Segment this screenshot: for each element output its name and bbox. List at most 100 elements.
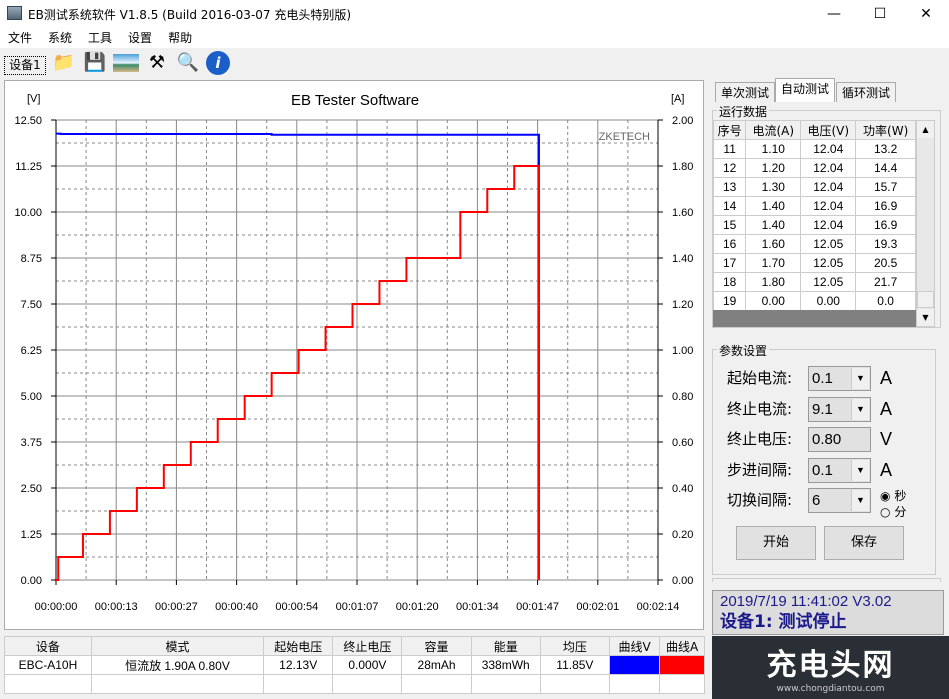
scroll-up-icon[interactable]: ▲ <box>917 121 934 138</box>
table-cell: 0.00 <box>800 291 857 311</box>
radio-seconds[interactable]: ◉ 秒 <box>880 487 906 504</box>
chart-panel: EB Tester Software [V] [A] 0.00 0.00 1.25 0.20… <box>4 80 704 630</box>
y-left-tick-label: 2.50 <box>21 483 42 495</box>
y-right-tick-label: 1.40 <box>672 253 693 265</box>
params-title: 参数设置 <box>717 342 770 359</box>
run-data-table: 序号 电流(A) 电压(V) 功率(W) 11 1.10 12.04 13.2 12 1.20 12… <box>712 120 916 311</box>
menu-help[interactable]: 帮助 <box>168 31 193 45</box>
table-scrollbar[interactable]: ▲ ▼ <box>916 120 935 327</box>
x-tick-label: 00:00:27 <box>155 601 198 613</box>
x-tick-label: 00:01:20 <box>396 601 439 613</box>
column-header[interactable]: 功率(W) <box>855 120 916 140</box>
column-header[interactable]: 电流(A) <box>745 120 802 140</box>
tools-icon[interactable]: ⚒ <box>148 52 166 73</box>
param-1-input[interactable]: 9.1 ▼ <box>808 397 871 422</box>
table-cell: 1.70 <box>745 253 802 273</box>
chevron-down-icon[interactable]: ▼ <box>851 368 869 389</box>
y-right-tick-label: 0.40 <box>672 483 693 495</box>
radio-seconds-label: 秒 <box>894 489 907 503</box>
x-tick-label: 00:00:13 <box>95 601 138 613</box>
table-cell: 1.30 <box>745 177 802 197</box>
column-header: 容量 <box>401 636 472 656</box>
table-cell: 19 <box>712 291 747 311</box>
empty-cell <box>4 674 92 694</box>
table-cell: 17 <box>712 253 747 273</box>
y-right-tick-label: 2.00 <box>672 115 693 127</box>
save-button[interactable]: 保存 <box>824 526 904 560</box>
param-label: 切换间隔: <box>727 491 793 509</box>
radio-minutes[interactable]: ○ 分 <box>880 503 906 520</box>
x-tick-label: 00:00:00 <box>35 601 78 613</box>
table-row[interactable]: 17 1.70 12.05 20.5 <box>712 253 916 273</box>
menu-system[interactable]: 系统 <box>48 31 73 45</box>
empty-cell <box>90 674 265 694</box>
table-cell: 12.04 <box>800 158 857 178</box>
table-row[interactable]: 19 0.00 0.00 0.0 <box>712 291 916 311</box>
info-icon[interactable]: i <box>206 51 230 75</box>
y-right-tick-label: 1.00 <box>672 345 693 357</box>
y-left-tick-label: 6.25 <box>21 345 42 357</box>
y-right-tick-label: 1.80 <box>672 161 693 173</box>
param-label: 终止电流: <box>727 400 793 418</box>
x-tick-label: 00:01:34 <box>456 601 499 613</box>
param-0-input[interactable]: 0.1 ▼ <box>808 366 871 391</box>
chevron-down-icon[interactable]: ▼ <box>851 460 869 481</box>
table-row[interactable]: 15 1.40 12.04 16.9 <box>712 215 916 235</box>
image-icon[interactable] <box>113 54 139 72</box>
menu-settings[interactable]: 设置 <box>128 31 153 45</box>
menu-tools[interactable]: 工具 <box>88 31 113 45</box>
tab-auto-test[interactable]: 自动测试 <box>775 78 836 102</box>
table-row[interactable]: 13 1.30 12.04 15.7 <box>712 177 916 197</box>
column-header: 起始电压 <box>263 636 334 656</box>
param-value: 9.1 <box>812 401 833 418</box>
chart: EB Tester Software [V] [A] 0.00 0.00 1.25 0.20… <box>14 92 693 613</box>
right-panel: 单次测试 自动测试 循环测试 运行数据 序号 电流(A) 电压(V) 功率(W) 11 1… <box>705 78 949 635</box>
param-2-input[interactable]: 0.80 <box>808 427 871 452</box>
column-header: 曲线A <box>659 636 705 656</box>
tab-device-1[interactable]: 设备1 <box>4 56 46 75</box>
table-row[interactable]: 12 1.20 12.04 14.4 <box>712 158 916 178</box>
menu-file[interactable]: 文件 <box>8 31 33 45</box>
minimize-button[interactable]: — <box>827 6 841 22</box>
radio-minutes-label: 分 <box>894 505 907 519</box>
empty-cell <box>539 674 610 694</box>
table-row[interactable]: 14 1.40 12.04 16.9 <box>712 196 916 216</box>
table-cell: 恒流放 1.90A 0.80V <box>90 655 265 675</box>
table-cell: 12 <box>712 158 747 178</box>
table-cell: 12.05 <box>800 272 857 292</box>
status-message: 设备1: 测试停止 <box>720 612 847 632</box>
column-header[interactable]: 电压(V) <box>800 120 857 140</box>
column-header[interactable]: 序号 <box>712 120 747 140</box>
empty-cell <box>401 674 472 694</box>
open-folder-icon[interactable]: 📁 <box>52 52 76 73</box>
table-cell: 1.20 <box>745 158 802 178</box>
start-button[interactable]: 开始 <box>736 526 816 560</box>
scroll-thumb[interactable] <box>917 291 934 308</box>
maximize-button[interactable]: ☐ <box>873 6 887 22</box>
table-cell: 12.05 <box>800 234 857 254</box>
close-button[interactable]: ✕ <box>920 6 932 22</box>
table-row[interactable]: 16 1.60 12.05 19.3 <box>712 234 916 254</box>
tab-loop-test[interactable]: 循环测试 <box>836 82 897 102</box>
chevron-down-icon[interactable]: ▼ <box>851 399 869 420</box>
param-3-input[interactable]: 0.1 ▼ <box>808 458 871 483</box>
save-icon[interactable]: 💾 <box>83 52 107 73</box>
toolbar: 📁 💾 ⚒ 🔍 i <box>0 48 949 78</box>
logo-url: www.chongdiantou.com <box>776 684 885 694</box>
table-row[interactable]: 11 1.10 12.04 13.2 <box>712 139 916 159</box>
tab-single-test[interactable]: 单次测试 <box>715 82 776 102</box>
y-left-tick-label: 11.25 <box>15 161 42 173</box>
param-unit: A <box>880 460 893 480</box>
table-row[interactable]: 18 1.80 12.05 21.7 <box>712 272 916 292</box>
param-4-input[interactable]: 6 ▼ <box>808 488 871 513</box>
y-right-tick-label: 0.60 <box>672 437 693 449</box>
radio-unchecked-icon: ○ <box>880 505 891 519</box>
param-value: 0.80 <box>812 431 842 448</box>
table-cell: 1.10 <box>745 139 802 159</box>
y-left-tick-label: 12.50 <box>14 115 42 127</box>
table-cell: 11.85V <box>539 655 610 675</box>
search-icon[interactable]: 🔍 <box>176 52 200 73</box>
chevron-down-icon[interactable]: ▼ <box>851 490 869 511</box>
scroll-down-icon[interactable]: ▼ <box>917 309 934 326</box>
summary-table: 设备 模式 起始电压 终止电压 容量 能量 均压 曲线V 曲线A EBC-A10H 恒流放 1.9… <box>4 636 705 694</box>
